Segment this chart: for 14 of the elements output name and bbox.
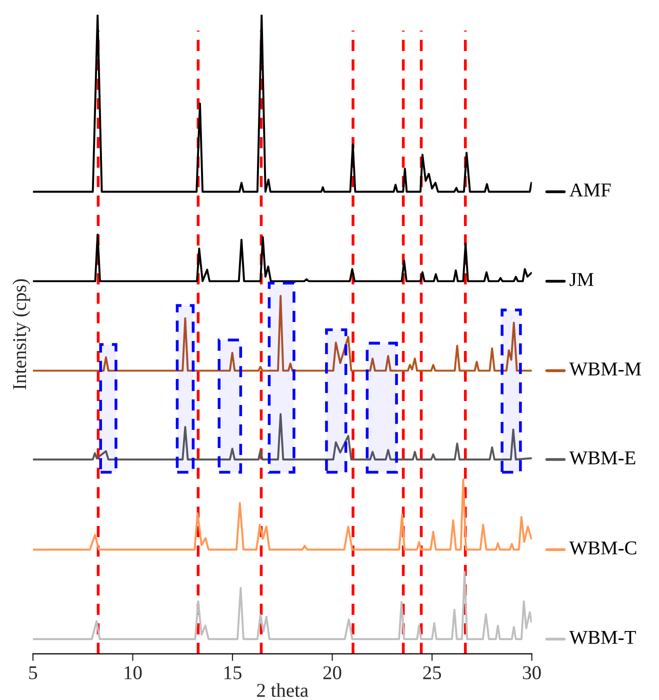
legend-label: WBM-C <box>569 541 636 555</box>
x-tick-label: 25 <box>423 666 442 680</box>
x-tick-label: 30 <box>523 666 541 680</box>
y-axis-title: Intensity (cps) <box>12 279 30 390</box>
legend-label: WBM-T <box>569 631 636 644</box>
legend-label: WBM-M <box>569 362 642 376</box>
x-axis-title: 2 theta <box>257 683 308 697</box>
legend-label: JM <box>570 273 594 286</box>
x-tick-label: 20 <box>323 666 342 680</box>
x-tick-label: 15 <box>224 666 242 680</box>
x-tick-label: 10 <box>124 666 142 680</box>
legend-label: AMF <box>569 184 611 196</box>
legend-label: WBM-E <box>569 451 636 464</box>
x-tick-label: 5 <box>29 666 38 680</box>
